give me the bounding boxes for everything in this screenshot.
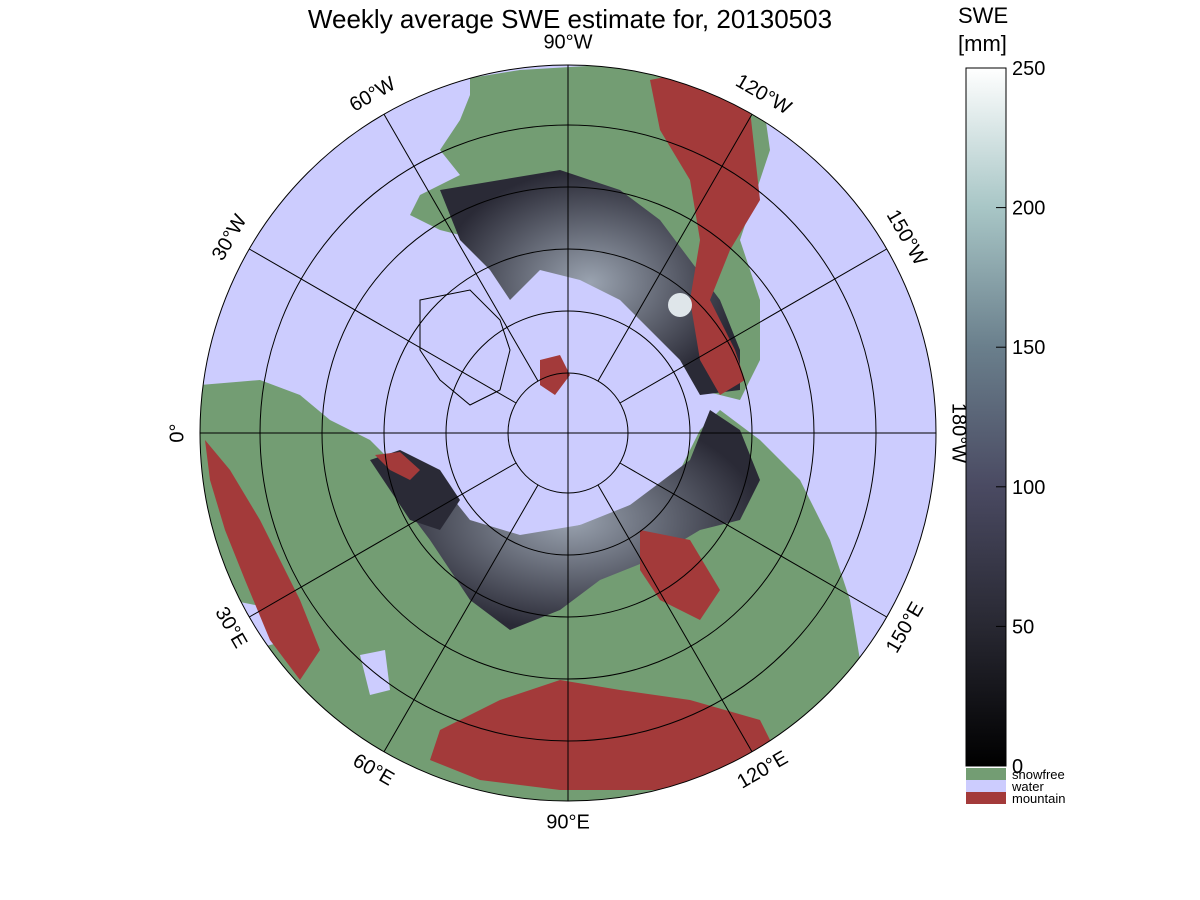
meridian-30 <box>619 462 887 618</box>
meridian-120 <box>383 484 539 752</box>
mountain-asia-south <box>430 680 780 790</box>
greenland <box>419 289 511 406</box>
colorbar-ticks: 250 200 150 100 50 0 <box>996 58 1045 778</box>
colorbar-tick-label-2: 150 <box>1012 337 1045 359</box>
longitude-label-0: 90°W <box>543 31 592 53</box>
meridian-240 <box>383 114 539 382</box>
chart-title: Weekly average SWE estimate for, 2013050… <box>307 4 833 34</box>
legend-swatch-mountain <box>966 792 1006 804</box>
legend-label-mountain: mountain <box>1012 791 1065 806</box>
legend-swatch-water <box>966 780 1006 792</box>
colorbar-title-line1: SWE <box>958 3 1009 28</box>
legend-swatch-snowfree <box>966 768 1006 780</box>
graticule <box>200 65 936 801</box>
legend-label-water: water <box>1011 779 1044 794</box>
colorbar-tick-label-1: 200 <box>1012 198 1045 220</box>
legend-label-snowfree: snowfree <box>1012 767 1065 782</box>
snow-peak <box>668 293 692 317</box>
colorbar-title-line2: [mm] <box>958 31 1007 56</box>
longitude-label-3: 180°W <box>948 403 970 463</box>
colorbar-title: SWE [mm] <box>958 2 1008 58</box>
map-border <box>199 64 937 802</box>
snow-eurasia <box>380 410 760 630</box>
snow-north-america <box>440 170 740 395</box>
meridian-300 <box>597 114 753 382</box>
mountain-asia-east <box>640 530 720 620</box>
meridian-150 <box>249 462 517 618</box>
colorbar-tick-label-5: 0 <box>1012 756 1023 778</box>
mountain-greenland-tip <box>540 355 570 395</box>
colorbar-tick-label-3: 100 <box>1012 477 1045 499</box>
colorbar-gradient <box>965 67 1007 767</box>
colorbar-tick-label-0: 250 <box>1012 58 1045 80</box>
colorbar-tick-label-4: 50 <box>1012 616 1034 638</box>
meridian-60 <box>597 484 753 752</box>
meridian-210 <box>249 248 517 404</box>
longitude-label-9: 0° <box>166 423 188 442</box>
meridian-330 <box>619 248 887 404</box>
mountain-europe <box>205 440 320 680</box>
longitude-label-6: 90°E <box>546 811 590 833</box>
mountain-rockies <box>650 70 760 395</box>
